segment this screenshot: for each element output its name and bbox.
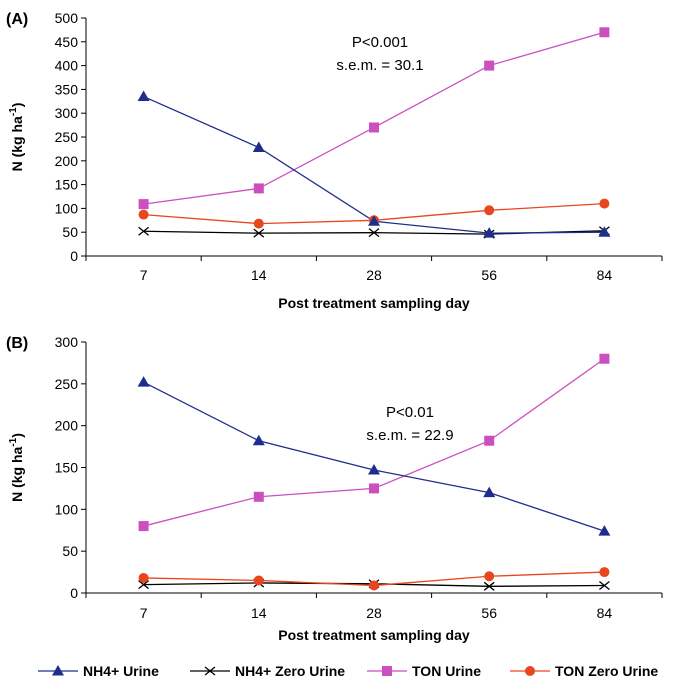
data-point-nh4-urine (252, 434, 265, 446)
y-axis-title-superscript: -1 (8, 437, 19, 446)
y-tick-label: 250 (55, 376, 79, 392)
data-point-ton-urine (369, 483, 379, 494)
legend-marker-nh4-zero-urine-stroke-b (204, 666, 216, 676)
panel-label: (A) (6, 11, 28, 28)
x-axis-title: Post treatment sampling day (278, 295, 470, 311)
series-line-nh4-urine (143, 95, 605, 234)
legend-marker-nh4-urine (52, 665, 64, 676)
data-point-nh4-zero-urine (368, 228, 380, 238)
data-point-nh4-urine (368, 464, 380, 475)
data-point-nh4-zero-urine-stroke-b (253, 228, 265, 238)
panel-label: (B) (6, 335, 28, 352)
data-point-nh4-urine (137, 376, 150, 387)
data-point-nh4-zero-urine-stroke-b (138, 226, 150, 236)
panel-a: (A) 0 50 100 150 200 250 300 350 400 450 500 7 14 28 56… (6, 10, 663, 311)
data-point-ton-zero-urine (484, 205, 495, 216)
data-point-nh4-zero-urine-stroke-b (368, 228, 380, 238)
y-axis-title-main: N (kg ha (9, 446, 25, 501)
data-point-nh4-urine (483, 227, 496, 238)
legend-label-ton-urine: TON Urine (412, 663, 481, 679)
data-point-ton-zero-urine (599, 198, 610, 209)
data-point-ton-urine (484, 60, 495, 71)
stat-annotation: P<0.001 (352, 34, 408, 51)
data-point-nh4-zero-urine (253, 228, 265, 238)
data-point-ton-urine (599, 353, 610, 364)
data-point-nh4-urine (252, 141, 265, 152)
y-axis-title-superscript: -1 (8, 107, 19, 116)
y-tick-label: 250 (55, 129, 79, 145)
x-tick-label: 56 (481, 267, 497, 283)
x-tick-label: 84 (597, 267, 613, 283)
legend: NH4+ Urine NH4+ Zero Urine TON Urine TON Ze… (38, 663, 658, 679)
legend-label-nh4-zero-urine: NH4+ Zero Urine (235, 663, 345, 679)
data-point-ton-zero-urine (369, 580, 379, 591)
x-tick-label: 56 (481, 605, 497, 621)
data-point-ton-zero-urine (599, 567, 610, 578)
data-point-nh4-zero-urine-stroke-b (598, 580, 610, 590)
data-point-ton-zero-urine (138, 572, 149, 583)
data-point-nh4-urine (137, 90, 150, 102)
y-axis-title-close: ) (9, 433, 25, 438)
x-tick-label: 84 (597, 605, 613, 621)
y-tick-label: 500 (55, 10, 79, 26)
data-point-nh4-zero-urine (598, 580, 610, 590)
y-tick-label: 0 (70, 248, 78, 264)
data-point-ton-urine (138, 199, 149, 210)
legend-label-ton-zero-urine: TON Zero Urine (555, 663, 658, 679)
data-point-nh4-zero-urine (138, 580, 150, 590)
y-tick-label: 450 (55, 34, 79, 50)
y-tick-label: 300 (55, 334, 79, 350)
y-axis-title: N (kg ha-1) (8, 103, 25, 172)
data-point-ton-zero-urine (138, 209, 149, 220)
data-point-nh4-zero-urine-stroke-b (138, 580, 150, 590)
y-tick-label: 150 (55, 460, 79, 476)
stat-annotation: P<0.01 (386, 404, 434, 421)
data-point-nh4-urine (368, 215, 380, 226)
x-tick-label: 28 (366, 267, 382, 283)
data-point-nh4-urine (598, 525, 611, 536)
y-tick-label: 200 (55, 418, 79, 434)
stat-annotation: s.e.m. = 22.9 (366, 427, 453, 444)
y-tick-label: 50 (62, 543, 78, 559)
legend-marker-ton-zero-urine (525, 666, 535, 676)
y-tick-label: 300 (55, 105, 79, 121)
x-tick-label: 7 (140, 605, 148, 621)
data-point-ton-urine (138, 521, 149, 532)
y-tick-label: 400 (55, 58, 79, 74)
y-tick-label: 100 (55, 501, 79, 517)
y-axis-title: N (kg ha-1) (8, 433, 25, 502)
data-point-ton-zero-urine (484, 571, 495, 582)
legend-marker-nh4-zero-urine (204, 666, 216, 676)
y-tick-label: 200 (55, 153, 79, 169)
y-tick-label: 350 (55, 81, 79, 97)
data-point-ton-zero-urine (253, 575, 264, 586)
y-axis-title-main: N (kg ha (9, 116, 25, 171)
x-axis-title: Post treatment sampling day (278, 627, 470, 643)
data-point-ton-urine (253, 183, 264, 194)
data-point-nh4-zero-urine (483, 581, 495, 591)
y-tick-label: 50 (62, 224, 78, 240)
data-point-ton-zero-urine (253, 218, 264, 229)
data-point-ton-urine (369, 122, 379, 133)
data-point-nh4-zero-urine (138, 226, 150, 236)
x-tick-label: 14 (251, 605, 267, 621)
x-tick-label: 7 (140, 267, 148, 283)
legend-marker-ton-urine (382, 666, 392, 676)
x-tick-label: 14 (251, 267, 267, 283)
data-point-ton-urine (253, 491, 264, 502)
data-point-ton-urine (484, 435, 495, 446)
y-tick-label: 100 (55, 200, 79, 216)
stat-annotation: s.e.m. = 30.1 (336, 57, 423, 74)
y-tick-label: 150 (55, 177, 79, 193)
data-point-nh4-zero-urine-stroke-b (483, 581, 495, 591)
panel-b: (B) 0 50 100 150 200 250 300 7 14 28 56 84 Post treat… (6, 334, 663, 643)
data-point-nh4-urine (598, 226, 611, 237)
legend-label-nh4-urine: NH4+ Urine (83, 663, 159, 679)
data-point-ton-urine (599, 27, 610, 38)
y-axis-title-close: ) (9, 103, 25, 108)
data-point-nh4-urine (483, 486, 496, 498)
x-tick-label: 28 (366, 605, 382, 621)
y-tick-label: 0 (70, 585, 78, 601)
